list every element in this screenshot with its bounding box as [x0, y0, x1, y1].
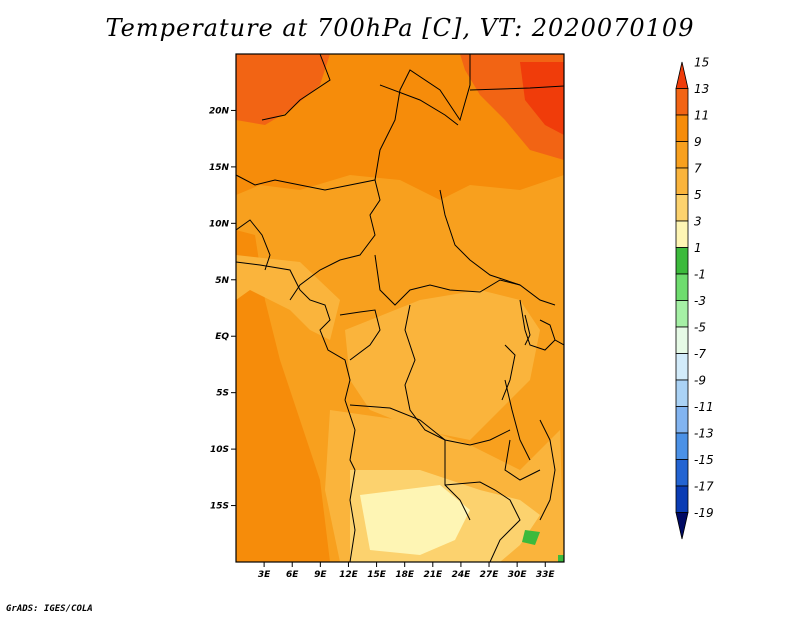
lat-tick-label: EQ [215, 332, 229, 342]
lat-tick-label: 5S [216, 389, 229, 399]
colorbar-label: -19 [694, 506, 714, 520]
lon-tick-label: 21E [423, 570, 443, 580]
lon-tick-label: 9E [314, 570, 327, 580]
lon-tick-label: 30E [508, 570, 528, 580]
colorbar-swatch [675, 273, 689, 301]
colorbar-swatch [675, 247, 689, 275]
colorbar-label: 5 [694, 188, 702, 202]
colorbar-swatch [675, 114, 689, 142]
lat-tick-label: 10N [209, 219, 230, 229]
colorbar-label: -3 [694, 294, 706, 308]
colorbar-swatch [675, 220, 689, 248]
colorbar-label: 3 [694, 215, 702, 229]
country-borders [236, 54, 564, 562]
colorbar-label: -11 [694, 400, 714, 414]
colorbar-label: 11 [694, 109, 709, 123]
lon-tick-label: 33E [536, 570, 556, 580]
colorbar-swatch [675, 459, 689, 487]
lon-tick-label: 3E [258, 570, 271, 580]
lon-tick-label: 15E [367, 570, 387, 580]
colorbar-label: -9 [694, 374, 706, 388]
colorbar-swatch [675, 406, 689, 434]
longitude-axis: 3E 6E 9E 12E 15E 18E 21E 24E 27E 30E 33E [258, 562, 556, 580]
latitude-axis: 20N 15N 10N 5N EQ 5S 10S 15S [209, 106, 236, 512]
map-frame [235, 53, 565, 563]
colorbar-swatch [675, 485, 689, 513]
colorbar-label: -5 [694, 321, 706, 335]
colorbar-label: 15 [694, 56, 709, 70]
map-title: Temperature at 700hPa [C], VT: 202007010… [105, 14, 695, 42]
lat-tick-label: 20N [209, 106, 230, 116]
colorbar-swatch [675, 88, 689, 116]
lon-tick-label: 24E [452, 570, 472, 580]
colorbar-label: -1 [694, 268, 706, 282]
colorbar-swatch [675, 300, 689, 328]
colorbar-label: 1 [694, 241, 702, 255]
lon-tick-label: 18E [395, 570, 415, 580]
lat-tick-label: 15S [210, 502, 229, 512]
lat-tick-label: 15N [209, 163, 230, 173]
colorbar-swatch [675, 141, 689, 169]
colorbar-swatch [675, 512, 689, 540]
colorbar-swatch [675, 353, 689, 381]
colorbar-label: 7 [694, 162, 702, 176]
lat-tick-label: 5N [215, 276, 229, 286]
colorbar-swatch [675, 167, 689, 195]
colorbar: 15 13 11 9 7 5 3 1 -1 -3 -5 -7 -9 -11 -13 -15 -17 -19 [675, 56, 714, 540]
colorbar-label: 9 [694, 135, 702, 149]
colorbar-swatch [675, 379, 689, 407]
colorbar-swatch [675, 432, 689, 460]
lat-tick-label: 10S [210, 445, 229, 455]
colorbar-swatch [675, 61, 689, 89]
lon-tick-label: 12E [339, 570, 359, 580]
lon-tick-label: 27E [480, 570, 500, 580]
colorbar-label: -17 [694, 480, 714, 494]
colorbar-swatch [675, 194, 689, 222]
colorbar-label: 13 [694, 82, 709, 96]
colorbar-label: -7 [694, 347, 706, 361]
colorbar-swatch [675, 326, 689, 354]
temperature-field [236, 54, 564, 562]
lon-tick-label: 6E [286, 570, 299, 580]
software-credit: GrADS: IGES/COLA [6, 604, 93, 614]
colorbar-label: -15 [694, 453, 714, 467]
colorbar-label: -13 [694, 427, 714, 441]
